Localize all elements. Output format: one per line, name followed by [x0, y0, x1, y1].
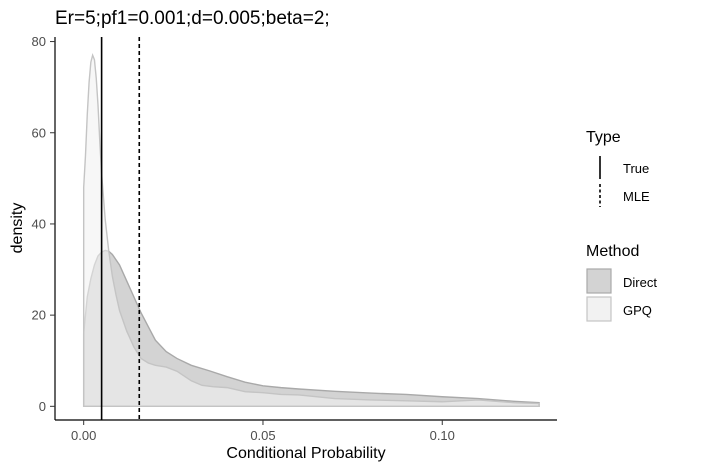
- x-axis-title: Conditional Probability: [226, 445, 385, 462]
- legend-label-true: True: [623, 161, 649, 176]
- y-axis-title: density: [9, 203, 26, 254]
- plot-area: 0.00 0.05 0.10 0 20 40 60 80: [32, 34, 557, 443]
- y-tick-label: 40: [32, 216, 46, 231]
- y-tick-label: 20: [32, 308, 46, 323]
- legend-title-method: Method: [586, 243, 639, 260]
- legend-title-type: Type: [586, 129, 621, 146]
- density-areas: [82, 52, 540, 408]
- y-tick-label: 80: [32, 34, 46, 49]
- chart-title: Er=5;pf1=0.001;d=0.005;beta=2;: [55, 8, 330, 29]
- y-axis-ticks: 0 20 40 60 80: [32, 34, 55, 414]
- density-area-gpq: [82, 52, 540, 408]
- x-axis-ticks: 0.00 0.05 0.10: [71, 420, 455, 443]
- legend-key-direct: [586, 268, 612, 294]
- y-tick-label: 0: [39, 399, 46, 414]
- x-tick-label: 0.10: [430, 428, 455, 443]
- x-tick-label: 0.05: [250, 428, 275, 443]
- legend-label-gpq: GPQ: [623, 303, 652, 318]
- x-tick-label: 0.00: [71, 428, 96, 443]
- y-tick-label: 60: [32, 125, 46, 140]
- legend-key-gpq: [586, 296, 612, 322]
- legend-label-direct: Direct: [623, 275, 657, 290]
- reference-lines: [100, 37, 141, 420]
- legend-label-mle: MLE: [623, 189, 650, 204]
